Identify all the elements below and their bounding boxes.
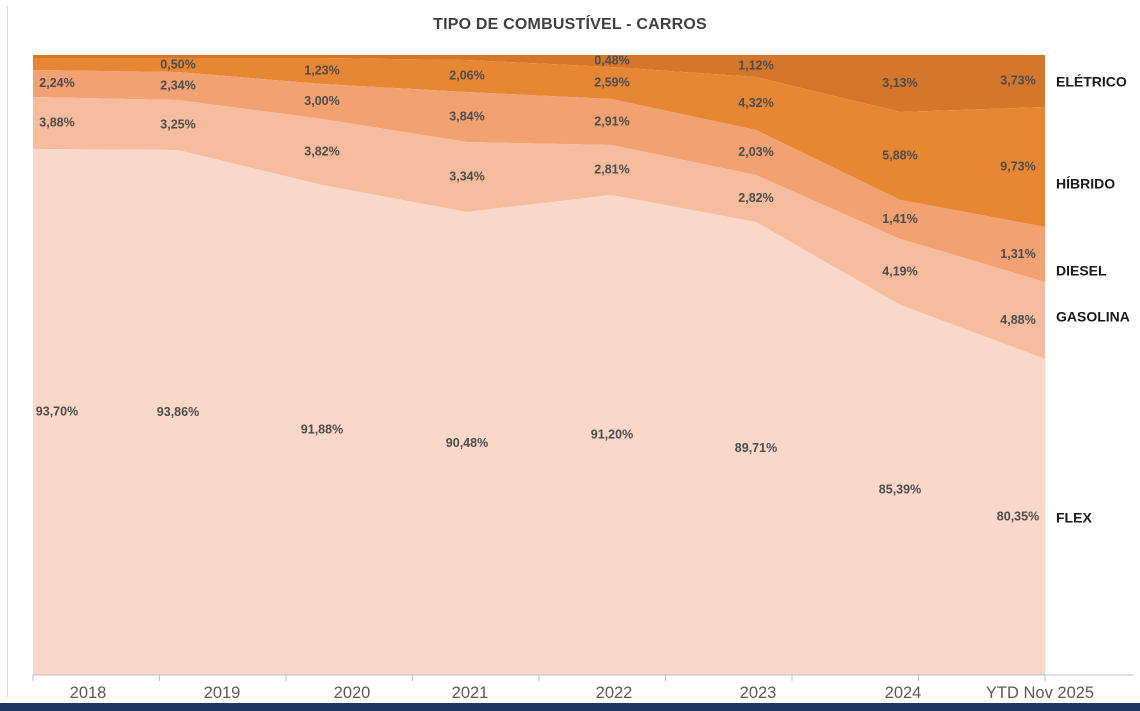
- value-label-eletrico: 3,13%: [882, 76, 917, 90]
- area-diesel: [33, 70, 1045, 282]
- series-label-diesel: DIESEL: [1056, 263, 1107, 279]
- value-label-flex: 90,48%: [446, 436, 488, 450]
- value-label-gasolina: 3,34%: [449, 169, 484, 183]
- value-label-flex: 80,35%: [997, 509, 1039, 523]
- value-label-flex: 93,86%: [157, 405, 199, 419]
- value-label-flex: 93,70%: [36, 404, 78, 418]
- value-label-diesel: 1,41%: [882, 212, 917, 226]
- value-label-diesel: 1,31%: [1000, 247, 1035, 261]
- value-label-diesel: 2,03%: [738, 145, 773, 159]
- value-label-hibrido: 4,32%: [738, 96, 773, 110]
- value-label-eletrico: 1,12%: [738, 58, 773, 72]
- value-label-hibrido: 0,50%: [160, 57, 195, 71]
- value-label-flex: 89,71%: [735, 441, 777, 455]
- value-label-diesel: 2,34%: [160, 78, 195, 92]
- value-label-diesel: 2,91%: [594, 114, 629, 128]
- value-label-gasolina: 2,81%: [594, 162, 629, 176]
- series-label-gasolina: GASOLINA: [1056, 309, 1130, 325]
- value-label-gasolina: 3,25%: [160, 117, 195, 131]
- value-label-diesel: 3,84%: [449, 109, 484, 123]
- chart-title: TIPO DE COMBUSTÍVEL - CARROS: [433, 16, 707, 33]
- footer-accent-bar: [0, 703, 1140, 711]
- value-label-hibrido: 9,73%: [1000, 159, 1035, 173]
- x-axis-label: 2020: [334, 684, 371, 702]
- series-label-eletrico: ELÉTRICO: [1056, 74, 1127, 90]
- value-label-diesel: 3,00%: [304, 94, 339, 108]
- value-label-gasolina: 2,82%: [738, 191, 773, 205]
- x-axis-label: 2021: [452, 684, 489, 702]
- value-label-gasolina: 3,82%: [304, 144, 339, 158]
- value-label-hibrido: 2,59%: [594, 75, 629, 89]
- x-axis-label: 2018: [70, 684, 107, 702]
- x-axis-label: 2019: [204, 684, 241, 702]
- chart-left-border: [7, 6, 8, 697]
- area-hibrido: [33, 58, 1045, 227]
- value-label-hibrido: 2,06%: [449, 68, 484, 82]
- x-axis-label: 2022: [596, 684, 633, 702]
- area-flex: [33, 149, 1045, 675]
- value-label-gasolina: 4,88%: [1000, 313, 1035, 327]
- x-axis-label: 2023: [740, 684, 777, 702]
- value-label-flex: 91,88%: [301, 422, 343, 436]
- value-label-diesel: 2,24%: [39, 76, 74, 90]
- series-label-flex: FLEX: [1056, 510, 1092, 526]
- area-gasolina: [33, 97, 1045, 359]
- x-axis-label: 2024: [885, 684, 922, 702]
- value-label-gasolina: 3,88%: [39, 115, 74, 129]
- value-label-hibrido: 5,88%: [882, 148, 917, 162]
- value-label-flex: 85,39%: [879, 482, 921, 496]
- value-label-eletrico: 3,73%: [1000, 73, 1035, 87]
- value-label-gasolina: 4,19%: [882, 264, 917, 278]
- series-label-hibrido: HÍBRIDO: [1056, 176, 1115, 192]
- value-label-flex: 91,20%: [591, 427, 633, 441]
- x-axis-label: YTD Nov 2025: [986, 684, 1094, 702]
- area-eletrico: [33, 55, 1045, 112]
- value-label-eletrico: 0,48%: [594, 53, 629, 67]
- value-label-hibrido: 1,23%: [304, 63, 339, 77]
